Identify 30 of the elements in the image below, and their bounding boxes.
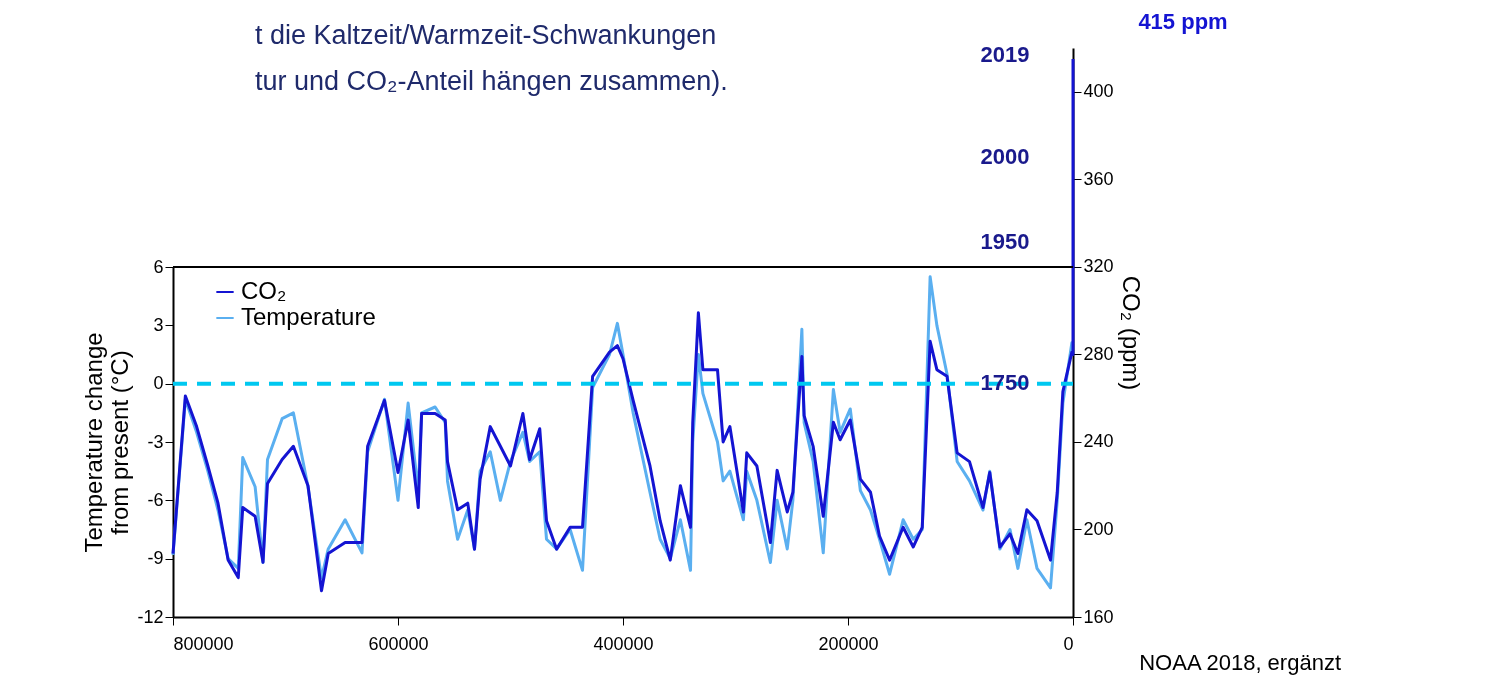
y-tick-label: 6 xyxy=(153,256,164,277)
x-tick-label: 200000 xyxy=(818,633,879,654)
text: 2000 xyxy=(980,144,1030,169)
text: 1950 xyxy=(980,229,1030,254)
legend-label: CO₂ xyxy=(241,277,287,304)
y2-tick-label: 280 xyxy=(1083,343,1114,364)
x-tick-label: 600000 xyxy=(368,633,429,654)
x-tick-label: 0 xyxy=(1063,633,1074,654)
y2-tick-label: 200 xyxy=(1083,518,1114,539)
x-tick-label: 400000 xyxy=(593,633,654,654)
y2-axis-title: CO₂ (ppm) xyxy=(1117,275,1145,391)
text: 415 ppm xyxy=(1138,9,1228,34)
y-tick-label: 0 xyxy=(153,373,164,394)
y2-tick-label: 320 xyxy=(1083,256,1114,277)
y-tick-label: -3 xyxy=(147,431,164,452)
y-tick-label: -9 xyxy=(147,548,164,569)
y2-tick-label: 360 xyxy=(1083,168,1114,189)
annotation: 1750 xyxy=(980,370,1030,395)
x-tick-label: 800000 xyxy=(173,633,234,654)
y2-tick-label: 160 xyxy=(1083,606,1114,627)
y2-tick-label: 400 xyxy=(1083,81,1114,102)
chart-title: t die Kaltzeit/Warmzeit-Schwankungen tur und CO₂-Anteil hängen zusammen). xyxy=(255,20,728,96)
y-axis-title: Temperature change from present (°C) xyxy=(80,332,134,553)
y-tick-label: 3 xyxy=(153,314,164,335)
text: 2019 xyxy=(980,42,1030,67)
y-tick-label: -12 xyxy=(137,606,164,627)
legend-label: Temperature xyxy=(241,303,376,330)
y2-tick-label: 240 xyxy=(1083,431,1114,452)
y-tick-label: -6 xyxy=(147,489,164,510)
text: NOAA 2018, ergänzt xyxy=(1139,650,1341,675)
